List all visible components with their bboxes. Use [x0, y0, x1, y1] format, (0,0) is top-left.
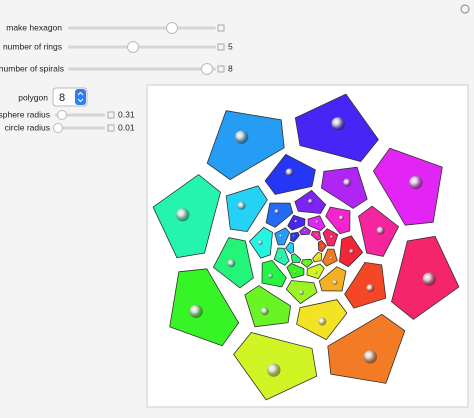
sphere-shade [308, 198, 313, 204]
tile [169, 268, 240, 347]
sphere-shade [260, 307, 269, 316]
sphere-shade [176, 208, 190, 222]
sphere-shade [294, 258, 296, 261]
sphere-shade [332, 280, 338, 285]
sphere-shade [304, 229, 306, 232]
control-value: 0.01 [118, 122, 135, 132]
sphere-shade [363, 350, 378, 364]
tile [325, 206, 351, 235]
sphere-shade [285, 168, 294, 177]
tile [265, 202, 294, 228]
sphere-shade [237, 201, 246, 210]
tile [225, 185, 268, 233]
sphere-shade [299, 290, 304, 296]
tile [312, 251, 322, 263]
sphere-shade [294, 219, 298, 223]
slider-track[interactable] [68, 67, 216, 71]
control-value: 5 [228, 41, 233, 51]
expand-button[interactable] [107, 124, 115, 132]
expand-button[interactable] [217, 43, 225, 51]
sphere-shade [329, 256, 333, 260]
sphere-shade [409, 175, 423, 190]
sphere-shade [292, 235, 295, 237]
sphere-shade [376, 226, 385, 235]
sphere-shade [274, 209, 280, 214]
control-label: sphere radius [0, 109, 50, 119]
slider-thumb[interactable] [53, 123, 63, 133]
slider-thumb[interactable] [201, 63, 213, 75]
slider-track[interactable] [68, 26, 216, 30]
sphere-shade [314, 271, 318, 275]
dropdown-stepper[interactable] [75, 89, 86, 105]
control-value: 0.31 [118, 109, 135, 119]
sphere-shade [268, 273, 273, 279]
sphere-shade [306, 262, 308, 265]
sphere-shade [422, 272, 436, 286]
sphere-shade [317, 257, 320, 259]
slider-track[interactable] [55, 126, 105, 130]
control-label: circle radius [5, 122, 50, 132]
sphere-shade [366, 284, 375, 293]
sphere-shade [257, 240, 263, 245]
sphere-shade [331, 117, 345, 131]
tile [261, 259, 287, 288]
dropdown-value: 8 [59, 92, 65, 104]
tile [290, 253, 302, 263]
slider-thumb[interactable] [57, 110, 67, 120]
sphere-shade [278, 255, 282, 259]
tile [327, 313, 406, 384]
sphere-shade [315, 220, 319, 224]
tile [344, 261, 387, 309]
tile [372, 147, 443, 226]
expand-button[interactable] [217, 24, 225, 32]
sphere-shade [321, 245, 324, 247]
slider-track[interactable] [68, 45, 216, 49]
stepper-arrows [77, 91, 84, 103]
control-label: polygon [18, 92, 48, 102]
sphere-shade [279, 234, 283, 238]
control-label: make hexagon [6, 22, 62, 32]
control-value: 8 [228, 63, 233, 73]
sphere-shade [349, 249, 355, 254]
sphere-shade [316, 233, 318, 236]
sphere-shade [267, 363, 281, 377]
slider-thumb[interactable] [127, 41, 139, 53]
tile [244, 285, 292, 328]
sphere-shade [318, 317, 327, 326]
slider-thumb[interactable] [166, 22, 178, 34]
settings-icon[interactable] [460, 4, 470, 14]
sphere-shade [343, 178, 352, 187]
sphere-shade [293, 270, 297, 274]
control-label: number of spirals [0, 63, 64, 73]
tile [318, 266, 347, 292]
tiling-graphic [152, 93, 460, 401]
tile [290, 231, 300, 243]
sphere-shade [234, 130, 249, 144]
control-label: number of rings [3, 41, 62, 51]
tile [206, 110, 285, 181]
tile [310, 231, 322, 241]
expand-button[interactable] [217, 65, 225, 73]
expand-button[interactable] [107, 111, 115, 119]
sphere-shade [189, 304, 203, 319]
tile [320, 166, 368, 209]
sphere-shade [330, 235, 334, 239]
slider-track[interactable] [55, 113, 105, 117]
sphere-shade [288, 247, 291, 249]
sphere-shade [339, 215, 344, 221]
sphere-shade [227, 259, 236, 268]
